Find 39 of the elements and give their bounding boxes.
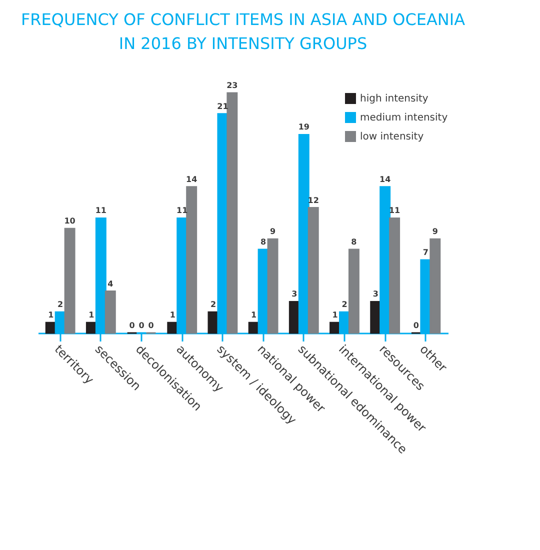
data-label: 9 [270, 227, 276, 236]
bar [348, 248, 360, 334]
data-label: 11 [95, 206, 107, 216]
bar [308, 207, 319, 334]
data-label: 3 [372, 290, 378, 299]
data-label: 9 [432, 227, 438, 236]
bar [389, 217, 400, 334]
data-label: 0 [413, 321, 420, 330]
data-label: 4 [108, 279, 114, 288]
data-label: 1 [251, 310, 258, 320]
bar [186, 186, 198, 334]
data-label: 2 [58, 300, 64, 310]
bar [267, 238, 278, 334]
bar [430, 238, 441, 334]
data-label: 0 [148, 321, 154, 330]
legend-label: medium intensity [360, 112, 448, 124]
bar [64, 228, 76, 334]
data-label: 23 [226, 81, 238, 90]
bar [104, 290, 116, 334]
data-label: 1 [88, 310, 95, 320]
data-label: 14 [186, 174, 198, 184]
data-label: 2 [342, 300, 348, 310]
data-label: 2 [210, 300, 216, 310]
data-label: 3 [292, 290, 298, 299]
data-label: 10 [64, 216, 76, 226]
chart-title: FREQUENCY OF CONFLICT ITEMS IN ASIA AND OCEANIA IN 2016 BY INTENSITY GROUPS [20, 10, 466, 53]
data-label: 0 [129, 321, 136, 330]
bar [226, 92, 238, 334]
data-label: 1 [48, 310, 54, 320]
data-label: 7 [422, 248, 428, 257]
legend-label: low intensity [360, 132, 424, 142]
legend-label: high intensity [360, 94, 428, 104]
data-label: 8 [351, 238, 358, 247]
data-label: 8 [260, 238, 267, 247]
data-label: 14 [380, 174, 392, 184]
data-label: 0 [138, 321, 145, 330]
data-label: 1 [170, 310, 176, 320]
data-label: 1 [332, 310, 338, 320]
data-label: 19 [298, 122, 310, 132]
